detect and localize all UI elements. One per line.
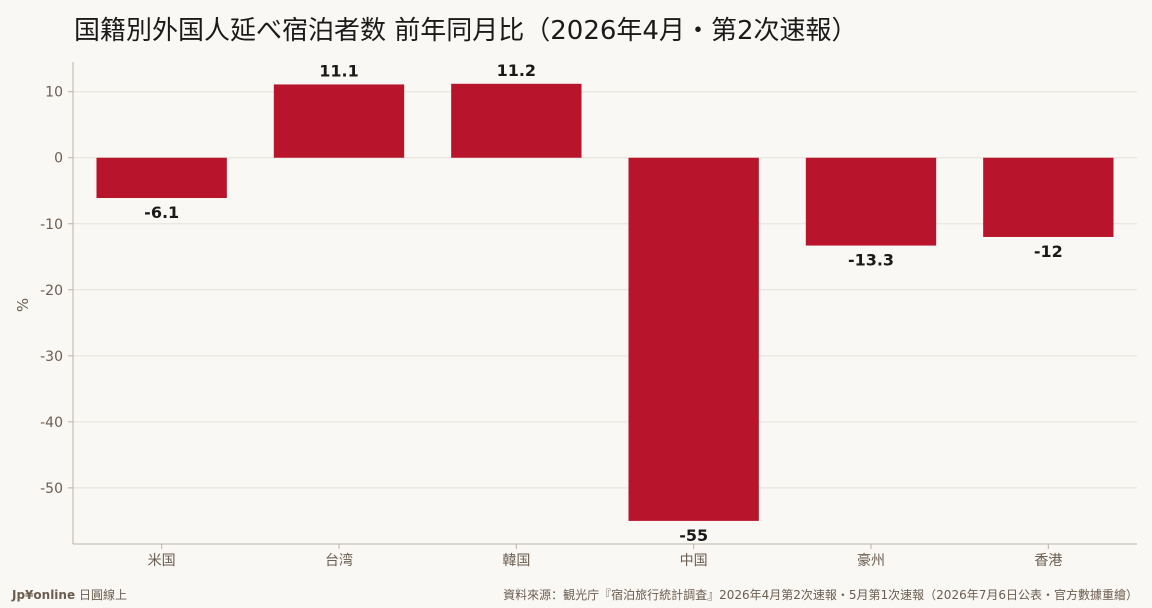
chart-title: 国籍別外国人延べ宿泊者数 前年同月比（2026年4月・第2次速報）: [74, 16, 858, 46]
x-tick-label: 韓国: [502, 553, 530, 569]
x-tick-label: 米国: [148, 553, 176, 569]
bar: [451, 83, 582, 158]
bar: [805, 157, 937, 246]
x-tick-label: 中国: [680, 553, 708, 569]
bars: [96, 83, 1114, 521]
y-tick-label: -50: [40, 481, 63, 497]
y-tick-label: -30: [40, 349, 63, 365]
bar: [983, 157, 1114, 237]
bar: [96, 157, 227, 199]
brand-name: Jp¥online: [12, 588, 76, 602]
y-tick-label: -10: [40, 217, 63, 233]
tick-labels: 10 0 -10 -20 -30 -40 -50% 米国 台湾 韓国 中国 豪州 香港: [14, 85, 1062, 569]
y-axis-label: %: [14, 298, 32, 312]
brand-subtitle: 日圓線上: [78, 588, 127, 602]
data-labels: -6.1 11.1 11.2 -55 -13.3 -12: [144, 61, 1063, 545]
data-label: -13.3: [848, 251, 894, 270]
axes: [68, 62, 1137, 549]
data-label: 11.1: [319, 61, 358, 80]
y-tick-label: 10: [45, 85, 63, 101]
x-tick-label: 香港: [1034, 553, 1062, 569]
footer-source: 資料來源：観光庁『宿泊旅行統計調査』2026年4月第2次速報・5月第1次速報（2…: [503, 588, 1138, 602]
data-label: 11.2: [497, 61, 536, 80]
grid-lines: [73, 91, 1137, 489]
footer-brand: Jp¥online 日圓線上: [12, 586, 127, 603]
data-label: -12: [1034, 242, 1063, 261]
data-label: -55: [679, 526, 708, 545]
x-tick-label: 台湾: [325, 552, 353, 569]
bar: [273, 84, 405, 158]
y-tick-label: -40: [40, 415, 63, 431]
x-tick-label: 豪州: [857, 553, 885, 569]
y-tick-label: -20: [40, 283, 63, 299]
y-tick-label: 0: [54, 151, 63, 167]
data-label: -6.1: [144, 203, 179, 222]
bar: [628, 157, 759, 521]
